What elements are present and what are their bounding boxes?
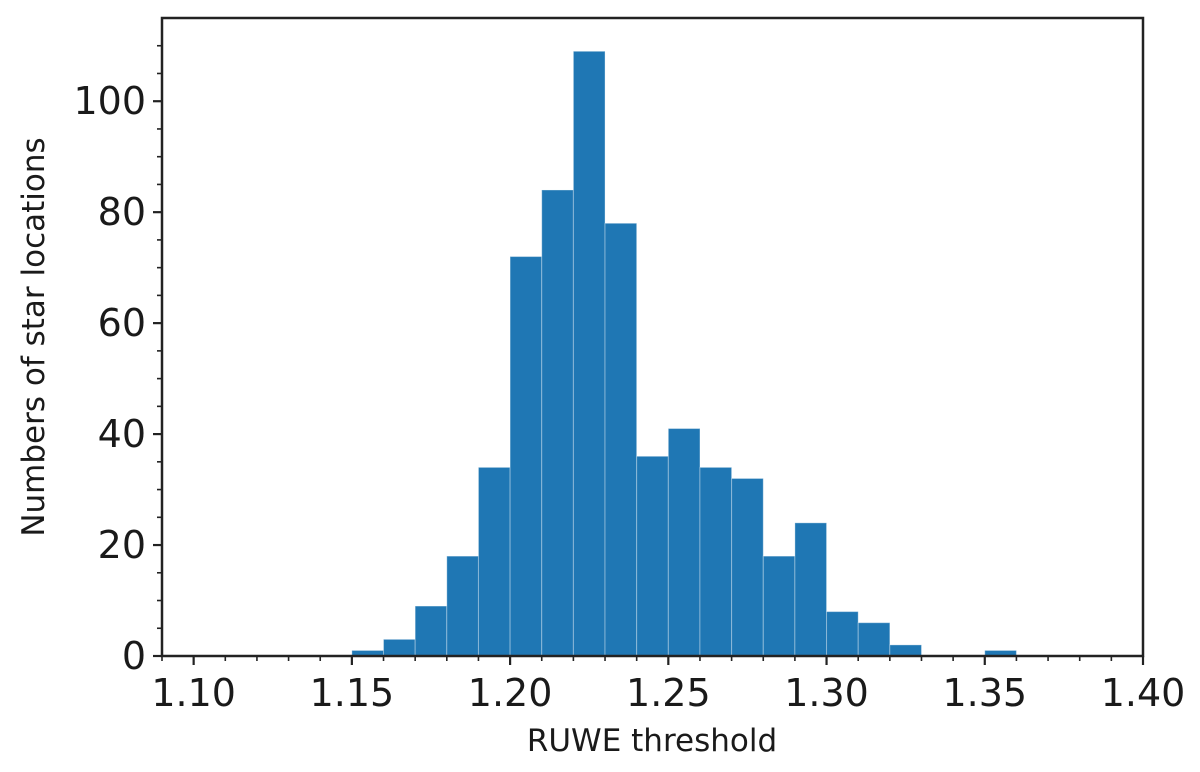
y-tick-label: 0 [122,634,146,678]
histogram-bar [826,611,859,657]
y-tick-label: 100 [73,79,146,123]
histogram-bar [509,256,543,657]
histogram-bar [541,189,574,657]
histogram-bar [572,50,606,657]
y-tick-label: 40 [98,412,146,456]
histogram-bar [889,644,922,657]
y-axis-ticks: 0 20 40 60 80 100 [73,79,162,678]
histogram-bar [414,605,448,657]
histogram-bar [794,522,828,657]
histogram-bar [477,466,511,657]
histogram-bar [667,428,701,657]
histogram-bar [604,222,638,657]
x-tick-label: 1.35 [942,671,1027,715]
histogram-bar [857,622,891,657]
x-tick-label: 1.15 [310,671,395,715]
x-tick-label: 1.30 [784,671,869,715]
x-tick-label: 1.25 [626,671,711,715]
histogram-bar [446,555,479,657]
y-tick-label: 60 [98,301,146,345]
y-axis-label: Numbers of star locations [16,137,52,536]
histogram-bar [699,466,733,657]
histogram-bar [731,477,764,657]
x-axis-label: RUWE threshold [527,723,777,759]
plot-frame [160,16,1145,658]
x-tick-label: 1.40 [1101,671,1186,715]
x-axis-ticks: 1.10 1.15 1.20 1.25 1.30 1.35 1.40 [151,656,1185,715]
histogram-bars [351,50,1017,657]
y-tick-label: 20 [98,523,146,567]
x-tick-label: 1.20 [468,671,553,715]
histogram-bar [383,638,416,657]
x-tick-label: 1.10 [151,671,236,715]
histogram-bar [636,455,669,657]
y-tick-label: 80 [98,190,146,234]
histogram-bar [762,555,796,657]
